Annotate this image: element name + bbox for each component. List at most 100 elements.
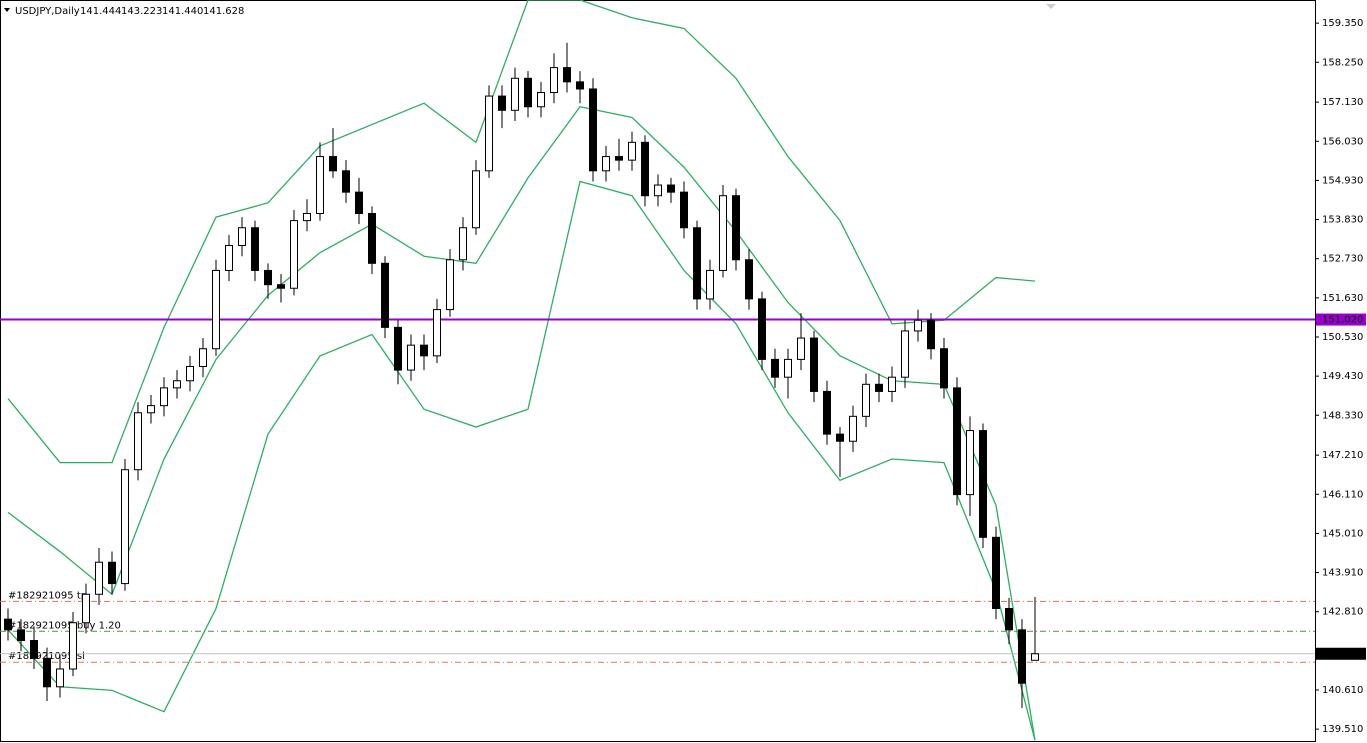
candle-body — [108, 561, 116, 585]
candle-body — [1018, 629, 1026, 684]
candle — [277, 273, 285, 303]
candle — [108, 551, 116, 595]
candle-body — [394, 326, 402, 371]
candle-body — [511, 77, 519, 111]
candle — [862, 373, 870, 428]
level-tag — [1316, 313, 1366, 326]
candle — [69, 612, 77, 677]
candle-body — [953, 387, 961, 496]
candle-body — [121, 469, 129, 585]
candle-body — [212, 269, 220, 350]
candle-body — [95, 561, 103, 595]
candle-body — [368, 213, 376, 264]
candle — [745, 249, 753, 310]
candle-body — [901, 330, 909, 378]
candle-body — [888, 376, 896, 392]
candle-body — [732, 195, 740, 261]
order-label: #182921095 tp — [8, 590, 87, 601]
y-tick-label: 154.930 — [1322, 175, 1363, 186]
candle-body — [238, 227, 246, 247]
y-tick-label: 143.910 — [1322, 568, 1363, 579]
y-tick-label: 140.610 — [1322, 685, 1363, 696]
candle — [888, 366, 896, 403]
candle-body — [290, 220, 298, 289]
candle-body — [472, 170, 480, 229]
candle — [706, 259, 714, 310]
candle — [121, 459, 129, 591]
y-tick-label: 159.350 — [1322, 18, 1363, 29]
candle-body — [186, 366, 194, 382]
y-tick-label: 145.010 — [1322, 528, 1363, 539]
candle-body — [4, 618, 12, 631]
candle-body — [264, 269, 272, 286]
candle-body — [589, 88, 597, 172]
candle-body — [30, 640, 38, 659]
candle — [433, 298, 441, 363]
y-tick-label: 139.510 — [1322, 724, 1363, 735]
candle — [693, 220, 701, 310]
candle — [719, 185, 727, 278]
candle-body — [316, 156, 324, 215]
candle-body — [329, 156, 337, 172]
candle — [1031, 596, 1039, 661]
candle — [381, 256, 389, 339]
candle-body — [576, 81, 584, 90]
candle-body — [134, 412, 142, 471]
candle-body — [862, 383, 870, 417]
candle — [823, 380, 831, 445]
candle — [342, 160, 350, 203]
candle-body — [797, 337, 805, 360]
candle-body — [43, 657, 51, 688]
candle — [407, 334, 415, 381]
candle-body — [979, 430, 987, 538]
candle — [901, 320, 909, 388]
candle — [537, 81, 545, 118]
candle-body — [407, 344, 415, 371]
candle-body — [277, 284, 285, 289]
candle — [199, 338, 207, 378]
candle — [316, 142, 324, 221]
candle — [667, 177, 675, 203]
bollinger-middle — [7, 106, 1036, 741]
header-value: 141.628 — [203, 6, 244, 17]
candle — [498, 85, 506, 129]
candle-body — [758, 298, 766, 360]
y-tick-label: 149.430 — [1322, 371, 1363, 382]
candle — [836, 427, 844, 477]
candle — [979, 423, 987, 548]
bollinger-lower — [7, 180, 1036, 741]
price-tag — [1316, 647, 1366, 660]
candle-body — [381, 262, 389, 328]
candle-body — [225, 245, 233, 271]
candle — [914, 309, 922, 342]
candle-body — [641, 141, 649, 197]
header-value: 143.223 — [121, 6, 162, 17]
candle-body — [498, 95, 506, 111]
menu-arrow[interactable] — [4, 8, 10, 12]
price-label: 141.628 — [1322, 649, 1363, 660]
candle — [680, 181, 688, 239]
candle — [953, 377, 961, 506]
candle-body — [147, 405, 155, 414]
order-label: #182921095 buy 1.20 — [8, 620, 121, 631]
candle-body — [524, 77, 532, 108]
candle — [589, 78, 597, 182]
candle-body — [615, 156, 623, 161]
candle-body — [251, 227, 259, 271]
candle-body — [771, 358, 779, 378]
candle-body — [940, 348, 948, 389]
candle — [238, 217, 246, 257]
candle-body — [173, 380, 181, 389]
y-tick-label: 142.810 — [1322, 607, 1363, 618]
y-tick-label: 158.250 — [1322, 57, 1363, 68]
candle — [368, 206, 376, 274]
y-tick-label: 152.730 — [1322, 254, 1363, 265]
candle-body — [836, 433, 844, 442]
candle — [641, 135, 649, 207]
candle — [576, 71, 584, 104]
candle-body — [719, 195, 727, 271]
candle-body — [303, 213, 311, 222]
candle-body — [693, 227, 701, 300]
candle — [355, 177, 363, 225]
candle — [1005, 597, 1013, 645]
